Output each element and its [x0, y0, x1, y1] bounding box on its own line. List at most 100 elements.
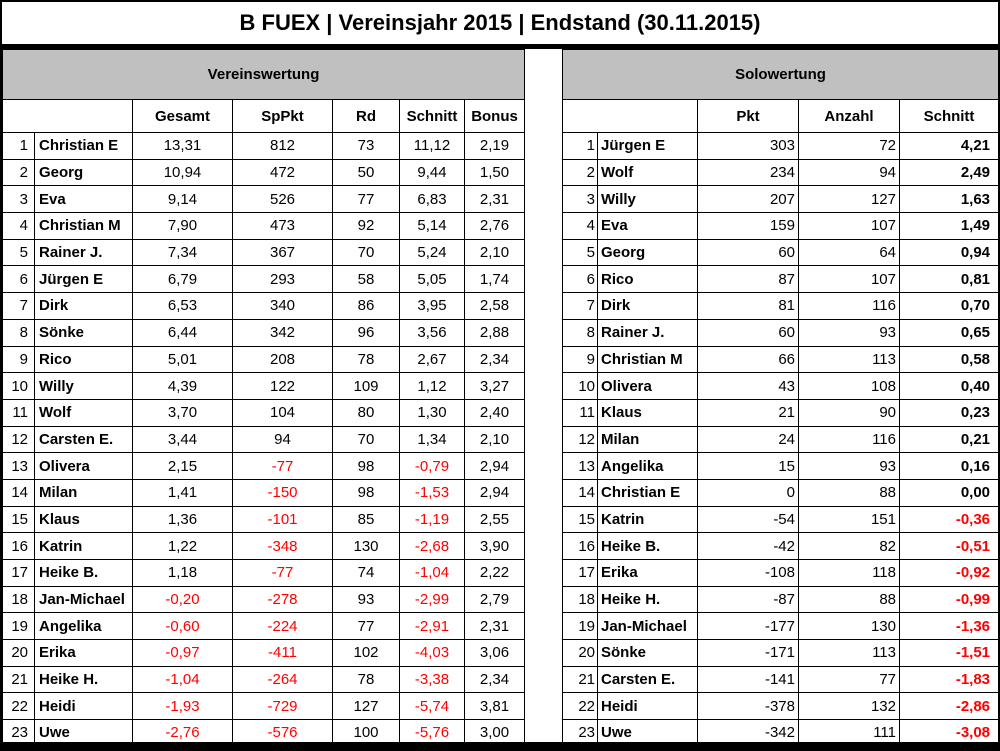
schnitt-cell: 1,12	[399, 372, 465, 400]
sppkt-cell: -278	[232, 585, 333, 614]
table-row: 17 Heike B. 1,18 -77 74 -1,04 2,22	[2, 559, 526, 587]
table-row: 9 Christian M 66 113 0,58	[562, 345, 998, 374]
bonus-cell: 2,34	[463, 665, 526, 694]
table-row: 21 Heike H. -1,04 -264 78 -3,38 2,34	[2, 665, 526, 694]
sppkt-cell: 526	[232, 185, 333, 214]
name-cell: Carsten E.	[597, 665, 698, 694]
name-cell: Christian E	[597, 478, 698, 507]
rank-cell: 9	[562, 345, 598, 374]
pkt-cell: 24	[697, 425, 799, 454]
table-row: 9 Rico 5,01 208 78 2,67 2,34	[2, 345, 526, 374]
pkt-cell: 15	[697, 452, 799, 480]
rank-cell: 20	[2, 639, 35, 667]
rank-cell: 12	[2, 425, 35, 454]
schnitt-cell: 0,23	[898, 398, 998, 427]
gesamt-cell: 3,44	[132, 425, 233, 454]
name-cell: Sönke	[597, 639, 698, 667]
sppkt-cell: 293	[232, 265, 333, 294]
rank-cell: 15	[2, 505, 35, 534]
table-row: 5 Georg 60 64 0,94	[562, 238, 998, 267]
bonus-cell: 3,90	[463, 532, 526, 560]
schnitt-cell: 0,00	[898, 478, 998, 507]
pkt-cell: 303	[697, 132, 799, 160]
rd-cell: 130	[332, 532, 400, 560]
gesamt-cell: 4,39	[132, 372, 233, 400]
schnitt-cell: -3,38	[399, 665, 465, 694]
anzahl-cell: 113	[798, 639, 900, 667]
column-header-gesamt: Gesamt	[132, 99, 233, 133]
anzahl-cell: 113	[798, 345, 900, 374]
pkt-cell: 81	[697, 292, 799, 320]
name-cell: Willy	[34, 372, 133, 400]
schnitt-cell: 6,83	[399, 185, 465, 214]
anzahl-cell: 94	[798, 158, 900, 187]
rank-cell: 12	[562, 425, 598, 454]
rd-cell: 74	[332, 559, 400, 587]
table-row: 17 Erika -108 118 -0,92	[562, 559, 998, 587]
schnitt-cell: 0,81	[898, 265, 998, 294]
name-cell: Angelika	[597, 452, 698, 480]
schnitt-cell: 0,94	[898, 238, 998, 267]
rd-cell: 92	[332, 212, 400, 240]
gesamt-cell: 9,14	[132, 185, 233, 214]
gesamt-cell: 1,36	[132, 505, 233, 534]
anzahl-cell: 151	[798, 505, 900, 534]
gesamt-cell: 10,94	[132, 158, 233, 187]
name-cell: Wolf	[597, 158, 698, 187]
rank-cell: 5	[2, 238, 35, 267]
rd-cell: 109	[332, 372, 400, 400]
table-row: 22 Heidi -1,93 -729 127 -5,74 3,81	[2, 692, 526, 721]
rank-cell: 8	[2, 318, 35, 347]
rank-cell: 22	[562, 692, 598, 721]
schnitt-cell: -0,92	[898, 559, 998, 587]
schnitt-cell: 4,21	[898, 132, 998, 160]
name-cell: Jürgen E	[597, 132, 698, 160]
bonus-cell: 2,94	[463, 452, 526, 480]
rank-cell: 5	[562, 238, 598, 267]
table-row: 11 Wolf 3,70 104 80 1,30 2,40	[2, 398, 526, 427]
schnitt-cell: 0,16	[898, 452, 998, 480]
schnitt-cell: 1,49	[898, 212, 998, 240]
table-row: 11 Klaus 21 90 0,23	[562, 398, 998, 427]
schnitt-cell: 5,05	[399, 265, 465, 294]
bonus-cell: 2,10	[463, 238, 526, 267]
schnitt-cell: 2,49	[898, 158, 998, 187]
bonus-cell: 2,79	[463, 585, 526, 614]
schnitt-cell: -0,51	[898, 532, 998, 560]
title-divider	[2, 44, 998, 49]
name-cell: Sönke	[34, 318, 133, 347]
schnitt-cell: -0,99	[898, 585, 998, 614]
sppkt-cell: -729	[232, 692, 333, 721]
table-row: 23 Uwe -2,76 -576 100 -5,76 3,00	[2, 719, 526, 747]
pkt-cell: 60	[697, 318, 799, 347]
bonus-cell: 2,34	[463, 345, 526, 374]
rank-cell: 2	[2, 158, 35, 187]
schnitt-cell: -0,79	[399, 452, 465, 480]
table-row: 2 Wolf 234 94 2,49	[562, 158, 998, 187]
schnitt-cell: -1,36	[898, 612, 998, 641]
anzahl-cell: 127	[798, 185, 900, 214]
rank-cell: 13	[562, 452, 598, 480]
anzahl-cell: 116	[798, 425, 900, 454]
table-row: 6 Rico 87 107 0,81	[562, 265, 998, 294]
gesamt-cell: 3,70	[132, 398, 233, 427]
anzahl-cell: 116	[798, 292, 900, 320]
table-row: 16 Heike B. -42 82 -0,51	[562, 532, 998, 560]
pkt-cell: -177	[697, 612, 799, 641]
table-row: 1 Christian E 13,31 812 73 11,12 2,19	[2, 132, 526, 160]
pkt-cell: -42	[697, 532, 799, 560]
table-band-row: Vereinswertung	[2, 49, 526, 100]
anzahl-cell: 64	[798, 238, 900, 267]
schnitt-cell: -1,51	[898, 639, 998, 667]
rank-cell: 1	[562, 132, 598, 160]
gesamt-cell: -1,04	[132, 665, 233, 694]
gesamt-cell: 2,15	[132, 452, 233, 480]
rank-cell: 19	[2, 612, 35, 641]
table-row: 5 Rainer J. 7,34 367 70 5,24 2,10	[2, 238, 526, 267]
name-cell: Milan	[34, 478, 133, 507]
column-header-rd: Rd	[332, 99, 400, 133]
rd-cell: 78	[332, 345, 400, 374]
column-header-schnitt: Schnitt	[399, 99, 465, 133]
rank-cell: 14	[562, 478, 598, 507]
rd-cell: 98	[332, 478, 400, 507]
